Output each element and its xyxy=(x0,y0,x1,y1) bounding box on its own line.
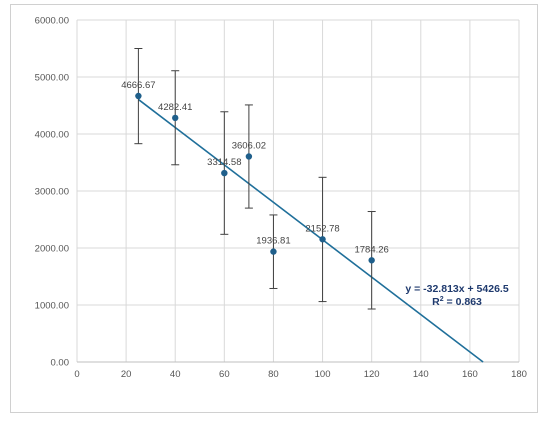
data-label: 4666.67 xyxy=(121,80,155,91)
r-squared-exponent: 2 xyxy=(440,296,444,303)
y-tick-label: 2000.00 xyxy=(35,244,69,255)
y-tick-label: 3000.00 xyxy=(35,187,69,198)
x-tick-label: 20 xyxy=(121,369,132,380)
data-label: 2152.78 xyxy=(305,223,339,234)
data-point xyxy=(270,248,277,255)
data-label: 3314.58 xyxy=(207,157,241,168)
x-tick-label: 0 xyxy=(74,369,79,380)
r-squared-letter: R xyxy=(432,296,440,308)
x-tick-label: 60 xyxy=(219,369,230,380)
y-tick-label: 1000.00 xyxy=(35,301,69,312)
x-tick-label: 140 xyxy=(413,369,429,380)
data-point xyxy=(245,153,253,160)
chart-frame xyxy=(10,4,538,413)
x-tick-label: 180 xyxy=(511,369,527,380)
y-tick-label: 0.00 xyxy=(51,358,70,369)
data-point xyxy=(135,92,142,100)
data-label: 1784.26 xyxy=(354,244,388,255)
data-point xyxy=(221,169,228,177)
x-tick-label: 100 xyxy=(315,369,331,380)
data-point xyxy=(319,236,326,243)
trendline xyxy=(137,98,484,363)
data-point xyxy=(172,114,179,122)
data-point xyxy=(368,257,375,264)
y-tick-label: 5000.00 xyxy=(35,73,69,84)
x-tick-label: 40 xyxy=(170,369,181,380)
x-tick-label: 160 xyxy=(462,369,478,380)
x-tick-label: 120 xyxy=(364,369,380,380)
r-squared-label: R2 = 0.863 xyxy=(432,296,482,308)
trendline-equation: y = -32.813x + 5426.5 xyxy=(405,283,508,295)
y-tick-label: 4000.00 xyxy=(35,130,69,141)
x-tick-label: 80 xyxy=(268,369,279,380)
r-squared-value: = 0.863 xyxy=(444,296,482,308)
data-label: 4282.41 xyxy=(158,102,192,113)
data-label: 1936.81 xyxy=(256,236,290,247)
data-label: 3606.02 xyxy=(232,140,266,151)
y-tick-label: 6000.00 xyxy=(35,16,69,27)
